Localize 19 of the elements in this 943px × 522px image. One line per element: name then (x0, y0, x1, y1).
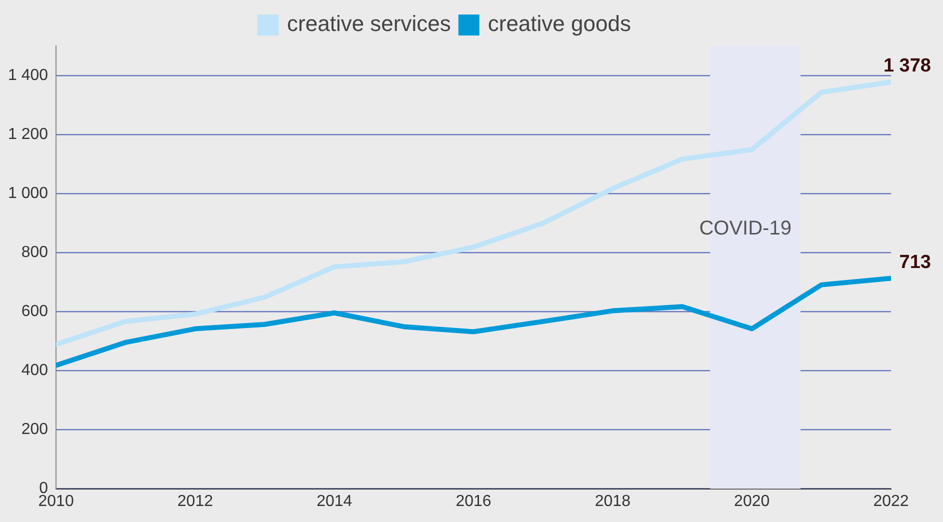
data-label: 713 (899, 252, 931, 274)
x-tick-label: 2020 (734, 492, 770, 510)
legend-label: creative goods (488, 11, 631, 36)
x-tick-label: 2016 (456, 492, 492, 510)
y-tick-label: 600 (21, 303, 48, 320)
legend-label: creative services (287, 11, 451, 36)
y-tick-label: 1 200 (8, 126, 48, 143)
y-tick-label: 1 400 (8, 66, 48, 84)
data-label: 1 378 (883, 56, 931, 77)
x-tick-label: 2018 (594, 492, 631, 510)
y-tick-label: 800 (21, 244, 48, 262)
x-tick-label: 2010 (38, 492, 74, 510)
y-tick-label: 400 (21, 362, 48, 380)
band-label: COVID-19 (699, 218, 792, 240)
y-tick-label: 1 000 (8, 185, 48, 202)
x-tick-label: 2022 (873, 492, 909, 510)
x-tick-label: 2012 (177, 492, 214, 510)
x-tick-label: 2014 (316, 492, 352, 510)
y-tick-label: 200 (21, 421, 48, 438)
